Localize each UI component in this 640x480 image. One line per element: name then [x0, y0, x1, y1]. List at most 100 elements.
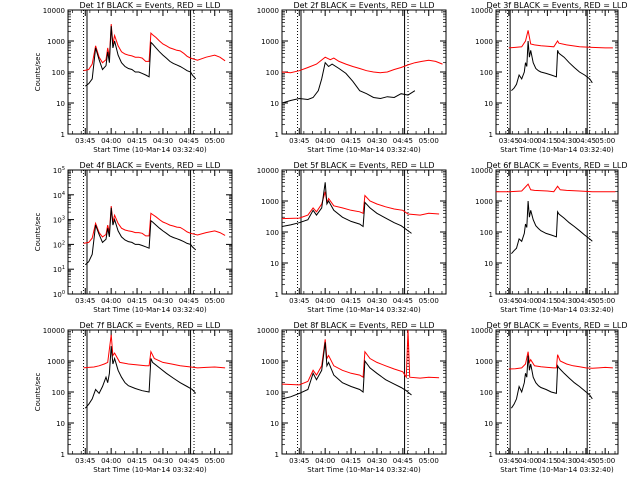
- x-tick-label: 05:00: [205, 297, 225, 305]
- y-tick-label: 10: [270, 100, 279, 108]
- y-tick-label: 100: [480, 229, 493, 237]
- series-line-lld: [508, 30, 613, 49]
- x-axis-label: Start Time (10-Mar-14 03:32:40): [307, 306, 421, 314]
- y-tick-label: 10000: [257, 7, 279, 15]
- y-tick-label: 1: [275, 451, 279, 459]
- y-tick-base: 10: [53, 241, 62, 249]
- y-tick-label: 1000: [47, 358, 65, 366]
- y-tick-label: 1000: [261, 198, 279, 206]
- x-tick-label: 03:45: [499, 297, 519, 305]
- x-axis-label: Start Time (10-Mar-14 03:32:40): [93, 306, 207, 314]
- y-tick-label: 10000: [257, 327, 279, 335]
- y-tick-label: 103: [53, 216, 65, 225]
- series-line-lld: [282, 330, 440, 386]
- y-tick-label: 1000: [261, 38, 279, 46]
- series-line-lld: [496, 183, 616, 193]
- x-tick-label: 04:30: [153, 297, 173, 305]
- x-tick-label: 04:15: [127, 297, 147, 305]
- y-tick-label: 10: [484, 260, 493, 268]
- chart-title: Det 6f BLACK = Events, RED = LLD: [486, 161, 627, 170]
- x-tick-label: 03:45: [289, 457, 309, 465]
- y-tick-label: 100: [53, 290, 65, 299]
- x-tick-label: 04:00: [518, 137, 538, 145]
- x-tick-label: 04:30: [557, 457, 577, 465]
- x-tick-label: 04:00: [315, 457, 335, 465]
- y-tick-label: 10000: [43, 327, 65, 335]
- y-tick-label: 1000: [475, 358, 493, 366]
- y-tick-label: 10: [56, 100, 65, 108]
- y-tick-exponent: 4: [62, 191, 65, 197]
- chart-title: Det 3f BLACK = Events, RED = LLD: [486, 1, 627, 10]
- series-line-events: [85, 26, 197, 87]
- x-tick-label: 03:45: [75, 457, 95, 465]
- y-tick-label: 101: [53, 265, 65, 274]
- x-tick-label: 04:15: [127, 457, 147, 465]
- chart-title: Det 2f BLACK = Events, RED = LLD: [293, 1, 434, 10]
- x-tick-label: 05:00: [419, 137, 439, 145]
- chart-title: Det 4f BLACK = Events, RED = LLD: [79, 161, 220, 170]
- y-tick-label: 10000: [471, 7, 493, 15]
- y-tick-label: 10000: [257, 167, 279, 175]
- x-tick-label: 04:45: [179, 457, 199, 465]
- x-tick-label: 04:45: [393, 297, 413, 305]
- x-tick-label: 04:00: [101, 457, 121, 465]
- x-tick-label: 04:15: [341, 297, 361, 305]
- x-tick-label: 05:00: [205, 457, 225, 465]
- plot-frame: [281, 329, 447, 455]
- y-tick-label: 1000: [475, 38, 493, 46]
- x-tick-label: 04:30: [367, 297, 387, 305]
- x-tick-label: 04:15: [127, 137, 147, 145]
- series-line-lld: [282, 56, 443, 74]
- x-tick-label: 04:15: [341, 457, 361, 465]
- x-tick-label: 04:45: [576, 297, 596, 305]
- y-tick-label: 10000: [471, 327, 493, 335]
- series-line-events: [511, 200, 593, 255]
- x-tick-label: 04:45: [576, 457, 596, 465]
- y-tick-exponent: 0: [62, 290, 65, 296]
- y-tick-label: 1: [61, 131, 65, 139]
- x-tick-label: 04:00: [101, 297, 121, 305]
- plot-frame: [281, 9, 447, 135]
- y-tick-label: 100: [480, 69, 493, 77]
- x-tick-label: 04:45: [179, 137, 199, 145]
- x-tick-label: 04:45: [576, 137, 596, 145]
- y-tick-label: 1: [275, 291, 279, 299]
- x-tick-label: 03:45: [289, 137, 309, 145]
- x-tick-label: 05:00: [595, 457, 615, 465]
- x-tick-label: 03:45: [499, 137, 519, 145]
- x-tick-label: 05:00: [419, 297, 439, 305]
- series-line-events: [84, 207, 197, 266]
- y-tick-label: 104: [53, 191, 65, 200]
- series-line-lld: [83, 206, 226, 244]
- series-line-lld: [282, 191, 440, 220]
- chart-title: Det 8f BLACK = Events, RED = LLD: [293, 321, 434, 330]
- y-tick-exponent: 1: [62, 265, 65, 271]
- x-tick-label: 04:15: [537, 297, 557, 305]
- x-axis-label: Start Time (10-Mar-14 03:32:40): [93, 146, 207, 154]
- x-tick-label: 04:00: [518, 297, 538, 305]
- x-axis-label: Start Time (10-Mar-14 03:32:40): [500, 466, 614, 474]
- plot-frame: [67, 329, 233, 455]
- x-tick-label: 04:00: [101, 137, 121, 145]
- x-tick-label: 04:45: [393, 457, 413, 465]
- series-line-events: [282, 182, 412, 234]
- y-tick-label: 10: [270, 260, 279, 268]
- y-tick-base: 10: [53, 217, 62, 225]
- y-tick-label: 1000: [261, 358, 279, 366]
- y-tick-label: 1: [489, 291, 493, 299]
- x-tick-label: 04:15: [537, 137, 557, 145]
- chart-title: Det 9f BLACK = Events, RED = LLD: [486, 321, 627, 330]
- y-tick-label: 100: [52, 389, 65, 397]
- x-tick-label: 05:00: [595, 297, 615, 305]
- y-tick-exponent: 2: [62, 240, 65, 246]
- y-tick-label: 1: [489, 451, 493, 459]
- y-tick-label: 1: [61, 451, 65, 459]
- x-tick-label: 04:45: [179, 297, 199, 305]
- x-tick-label: 04:45: [393, 137, 413, 145]
- x-tick-label: 04:15: [341, 137, 361, 145]
- y-tick-label: 100: [266, 389, 279, 397]
- y-axis-label: Counts/sec: [34, 213, 42, 252]
- y-tick-label: 10: [484, 420, 493, 428]
- chart-title: Det 7f BLACK = Events, RED = LLD: [79, 321, 220, 330]
